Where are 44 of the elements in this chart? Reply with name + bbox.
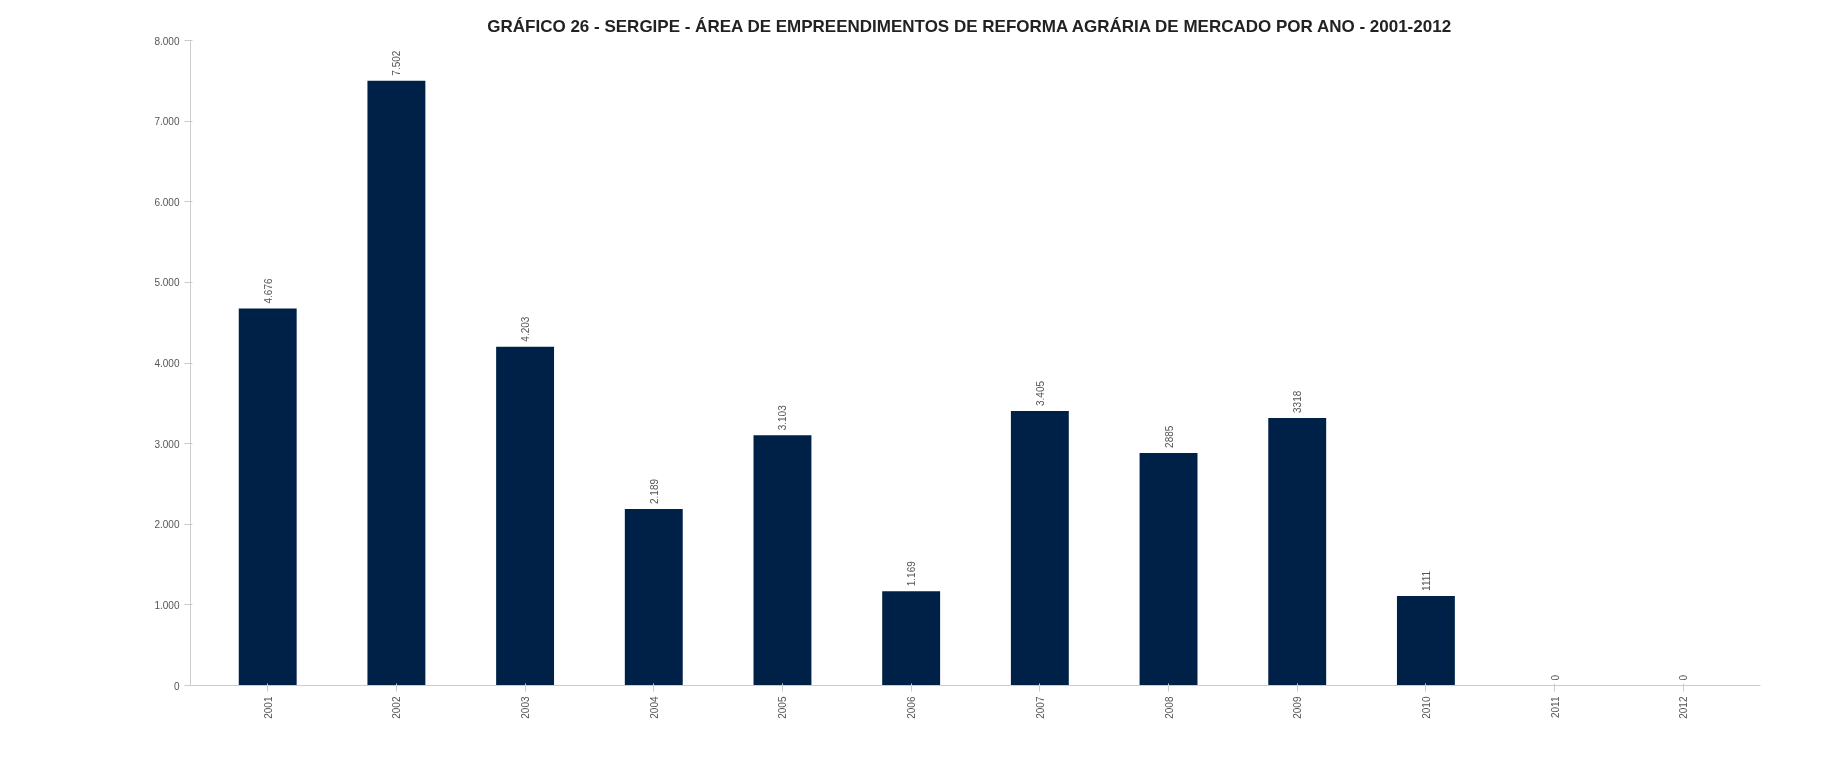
- bar: [1010, 410, 1069, 686]
- y-tick-label: 0: [173, 680, 180, 692]
- data-label: 4.676: [262, 278, 274, 304]
- bar: [624, 509, 683, 686]
- bar: [1139, 452, 1198, 686]
- x-tick-label: 2002: [391, 696, 403, 719]
- y-tick-label: 8.000: [154, 35, 180, 47]
- x-tick-label: 2003: [520, 696, 532, 719]
- data-label: 1111: [1420, 570, 1432, 591]
- bar: [1396, 595, 1455, 686]
- y-tick-label: 5.000: [154, 277, 180, 289]
- y-tick-label: 7.000: [154, 116, 180, 128]
- y-tick-label: 1.000: [154, 599, 180, 611]
- y-tick-label: 6.000: [154, 196, 180, 208]
- data-label: 3318: [1292, 390, 1304, 413]
- bar: [1268, 417, 1327, 686]
- x-tick-label: 2006: [906, 696, 918, 719]
- bar: [238, 308, 297, 686]
- x-tick-label: 2007: [1034, 696, 1046, 719]
- bar: [753, 435, 812, 686]
- x-tick-label: 2012: [1678, 696, 1690, 719]
- bar: [367, 80, 426, 686]
- y-tick-label: 3.000: [154, 438, 180, 450]
- data-label: 2885: [1163, 425, 1175, 448]
- y-tick-label: 2.000: [154, 519, 180, 531]
- chart-title: GRÁFICO 26 - SERGIPE - ÁREA DE EMPREENDIMENTOS DE REFORMA AGRÁRIA DE MERCADO POR ANO - 2001-2012: [487, 16, 1452, 36]
- x-tick-label: 2004: [648, 696, 660, 719]
- x-tick-label: 2005: [777, 696, 789, 719]
- bar: [882, 591, 941, 686]
- y-tick-label: 4.000: [154, 358, 180, 369]
- data-label: 7.502: [391, 50, 403, 76]
- bar: [496, 346, 555, 686]
- x-tick-label: 2008: [1163, 696, 1175, 719]
- x-tick-label: 2009: [1292, 696, 1304, 719]
- data-label: 3.405: [1034, 380, 1046, 406]
- data-label: 2.189: [648, 478, 660, 505]
- data-label: 1.169: [906, 560, 918, 587]
- data-label: 4.203: [520, 316, 532, 342]
- data-label: 0: [1678, 674, 1690, 681]
- x-tick-label: 2011: [1549, 696, 1561, 718]
- data-label: 3.103: [777, 404, 789, 431]
- x-tick-label: 2010: [1420, 696, 1432, 719]
- x-tick-label: 2001: [262, 696, 274, 719]
- data-label: 0: [1549, 674, 1561, 681]
